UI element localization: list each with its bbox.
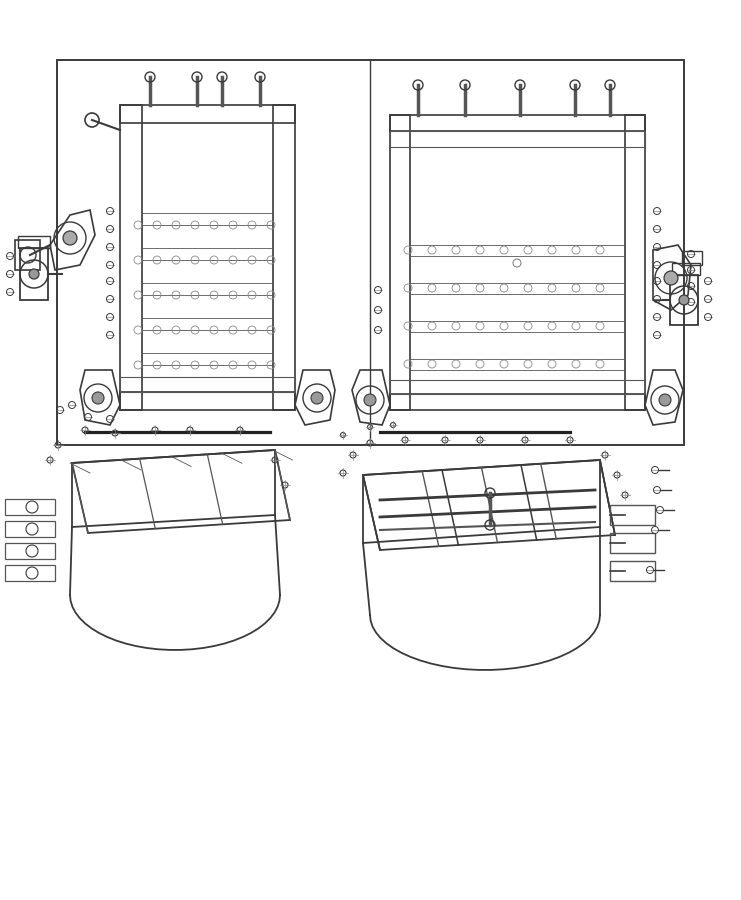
Circle shape [659, 394, 671, 406]
Bar [390, 115, 410, 410]
Bar [390, 394, 645, 410]
Bar [120, 105, 295, 123]
Bar [120, 392, 295, 410]
Bar [142, 318, 273, 330]
Bar [5, 499, 55, 515]
Bar [410, 245, 625, 256]
Circle shape [311, 392, 323, 404]
Bar [670, 275, 698, 325]
Circle shape [364, 394, 376, 406]
Bar [5, 521, 55, 537]
Bar [57, 60, 684, 445]
Bar [142, 353, 273, 365]
Bar [410, 359, 625, 370]
Circle shape [679, 295, 689, 305]
Bar [5, 543, 55, 559]
Bar [18, 236, 50, 248]
Bar [610, 533, 655, 553]
Bar [390, 115, 645, 131]
Circle shape [63, 231, 77, 245]
Circle shape [29, 269, 39, 279]
Bar [120, 377, 295, 392]
Bar [142, 248, 273, 260]
Bar [5, 565, 55, 581]
Bar [120, 105, 142, 410]
Circle shape [92, 392, 104, 404]
Bar [390, 131, 645, 147]
Bar [142, 283, 273, 295]
Bar [672, 263, 700, 275]
Bar [610, 505, 655, 525]
Bar [410, 283, 625, 294]
Bar [142, 213, 273, 225]
Bar [20, 248, 48, 300]
Bar [410, 321, 625, 332]
Bar [610, 561, 655, 581]
Bar [682, 251, 702, 265]
Bar [625, 115, 645, 410]
Circle shape [664, 271, 678, 285]
Bar [273, 105, 295, 410]
Bar [390, 380, 645, 394]
Bar [15, 240, 40, 270]
